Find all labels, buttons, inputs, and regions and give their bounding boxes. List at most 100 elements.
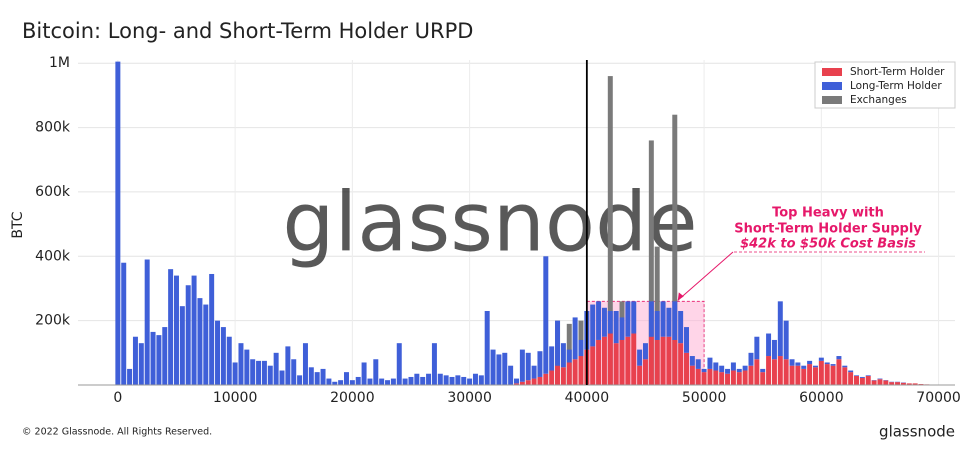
bar: [484, 310, 490, 385]
bar: [555, 320, 561, 366]
bar: [730, 362, 736, 371]
bar: [601, 336, 607, 385]
bar: [326, 378, 332, 385]
bar: [531, 365, 537, 379]
x-tick-label: 20000: [330, 390, 375, 406]
bar: [859, 376, 865, 378]
bar: [220, 327, 226, 385]
bar: [654, 339, 660, 385]
bar: [830, 365, 836, 385]
bar: [789, 365, 795, 385]
footer-logo: glassnode: [879, 423, 955, 441]
bar: [138, 343, 144, 385]
bar: [895, 382, 901, 385]
bar: [572, 359, 578, 385]
bar: [215, 320, 221, 385]
bar: [713, 362, 719, 371]
bar: [771, 359, 777, 385]
bar: [900, 382, 906, 385]
bar: [748, 352, 754, 366]
bar: [449, 376, 455, 385]
bar: [420, 376, 426, 385]
y-tick-label: 1M: [49, 55, 70, 71]
bar: [431, 343, 437, 385]
bar: [373, 359, 379, 385]
bar: [771, 339, 777, 360]
bar: [385, 380, 391, 385]
bar: [115, 61, 121, 385]
bar: [707, 368, 713, 385]
bar: [490, 349, 496, 385]
bar: [701, 372, 707, 385]
bar: [267, 365, 273, 385]
bar: [496, 354, 502, 385]
bar: [191, 275, 197, 385]
bar: [754, 359, 760, 385]
bar: [525, 352, 531, 381]
bar: [244, 349, 250, 385]
bar: [572, 317, 578, 360]
bar: [760, 372, 766, 385]
bar: [807, 360, 813, 365]
bar: [777, 356, 783, 385]
bar: [273, 352, 279, 385]
bar: [801, 368, 807, 385]
bar: [185, 285, 191, 385]
legend-label: Short-Term Holder: [850, 66, 945, 78]
bar: [666, 336, 672, 385]
bar: [824, 364, 830, 385]
bar: [865, 375, 871, 376]
legend-swatch: [822, 96, 842, 104]
bar: [514, 383, 519, 385]
bar: [560, 343, 566, 368]
legend-label: Exchanges: [850, 94, 907, 106]
bar: [842, 367, 848, 385]
bar: [402, 378, 408, 385]
x-tick-label: 10000: [213, 390, 258, 406]
bar: [783, 359, 789, 385]
bar: [566, 349, 572, 363]
bar: [660, 336, 666, 385]
bar: [150, 331, 156, 385]
annotation-text: Short-Term Holder Supply: [734, 222, 922, 237]
bar: [414, 373, 420, 385]
bar: [625, 301, 631, 337]
bar: [332, 381, 338, 385]
bar: [543, 256, 549, 374]
legend-label: Long-Term Holder: [850, 80, 942, 92]
bar: [654, 310, 660, 340]
y-tick-label: 400k: [35, 248, 71, 264]
bar: [648, 301, 654, 337]
y-tick-label: 800k: [35, 120, 71, 136]
bar: [672, 114, 678, 385]
bar: [173, 275, 179, 385]
bar: [818, 360, 824, 385]
bar: [144, 259, 150, 385]
bar: [203, 304, 209, 385]
bar: [455, 375, 461, 385]
x-tick-label: 70000: [916, 390, 961, 406]
bar: [812, 365, 818, 368]
x-tick-label: 0: [113, 390, 122, 406]
bar: [607, 333, 613, 385]
bar: [854, 375, 860, 385]
bar: [695, 359, 701, 369]
chart-title: Bitcoin: Long- and Short-Term Holder URP…: [22, 19, 473, 43]
bar: [637, 365, 643, 385]
bar: [437, 373, 443, 385]
bar: [250, 359, 256, 385]
bar: [666, 307, 672, 337]
y-tick-label: 200k: [35, 313, 71, 329]
bar: [889, 382, 895, 385]
bar: [766, 356, 772, 385]
bar: [812, 367, 818, 385]
bar: [209, 273, 215, 385]
bar: [291, 359, 297, 385]
bar: [461, 376, 467, 385]
bar: [379, 378, 385, 385]
bar: [361, 362, 367, 385]
bar: [596, 301, 602, 340]
bar: [443, 375, 449, 385]
bar: [537, 351, 543, 377]
bar: [871, 380, 877, 385]
